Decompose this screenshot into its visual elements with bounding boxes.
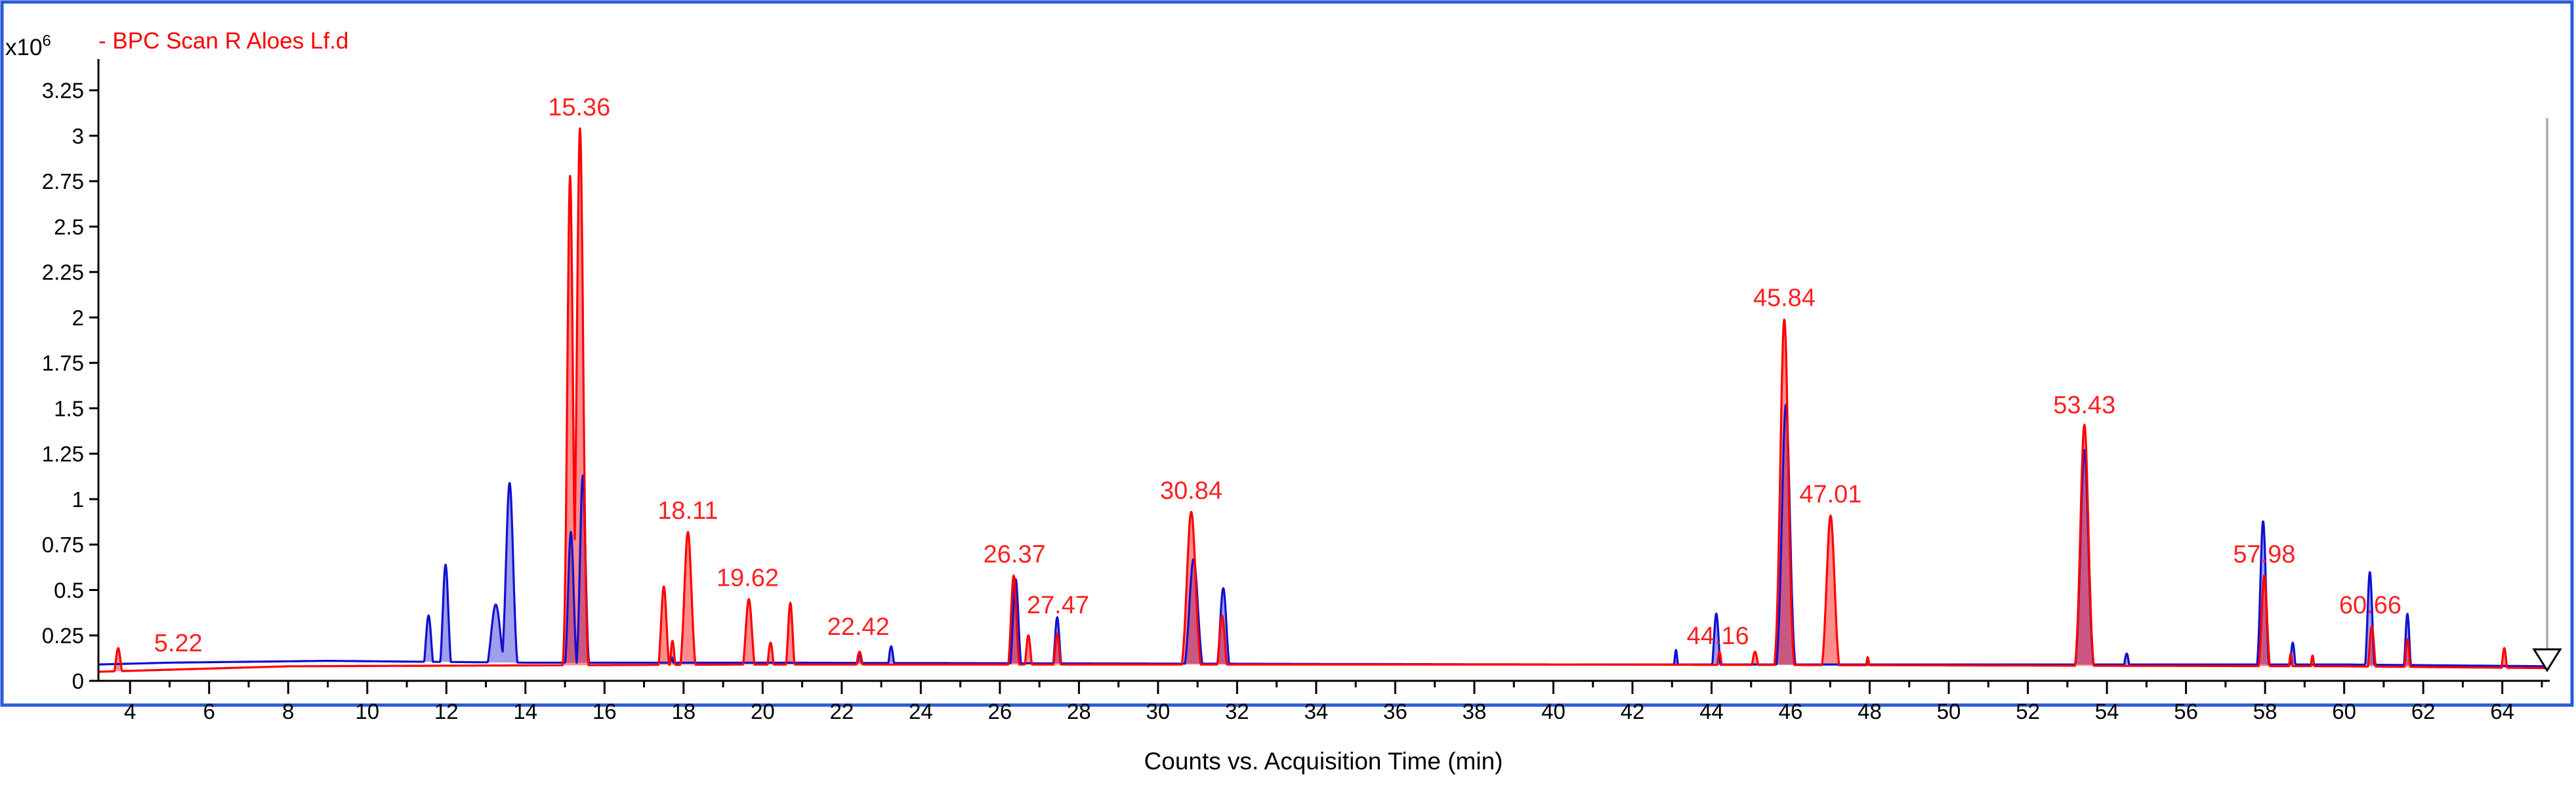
- x-tick-label: 64: [2490, 699, 2514, 723]
- series-0-area: [115, 128, 2507, 672]
- x-tick-label: 12: [434, 699, 459, 723]
- peak-labels: 5.22 15.36 18.11 19.62 22.42 26.37 27.47 30.84 4…: [154, 94, 2401, 657]
- chart-frame: [0, 0, 2574, 707]
- x-tick-label: 10: [355, 699, 379, 723]
- x-tick-label: 56: [2174, 699, 2198, 723]
- peak-label: 44.16: [1687, 622, 1749, 650]
- y-tick-label: 3: [72, 124, 84, 148]
- x-tick-label: 48: [1858, 699, 1882, 723]
- x-tick-label: 18: [671, 699, 696, 723]
- y-tick-label: 0.25: [42, 624, 84, 648]
- y-axis: 0 0.25 0.5 0.75 1 1.25 1.5 1.75 2 2.25 2.5 2.75 3 3.2…: [42, 59, 100, 693]
- y-tick-label: 1.5: [54, 396, 84, 420]
- peak-label: 57.98: [2233, 540, 2295, 568]
- peak-label: 60.66: [2339, 592, 2401, 619]
- x-tick-label: 24: [909, 699, 933, 723]
- x-tick-label: 28: [1067, 699, 1091, 723]
- peak-label: 22.42: [827, 613, 890, 641]
- x-tick-label: 30: [1146, 699, 1171, 723]
- y-tick-label: 0: [72, 669, 84, 693]
- x-tick-label: 16: [592, 699, 617, 723]
- x-tick-label: 50: [1937, 699, 1961, 723]
- peak-label: 15.36: [548, 94, 610, 121]
- x-axis: 4 6 8 10 12 14 16 18 20 22 24 26 28 30 32 34 36 38 40 42 44 4…: [98, 680, 2550, 723]
- legend-text: - BPC Scan R Aloes Lf.d: [98, 28, 348, 54]
- peak-label: 19.62: [717, 564, 779, 592]
- peak-label: 27.47: [1027, 592, 1089, 619]
- x-tick-label: 36: [1383, 699, 1407, 723]
- x-tick-label: 20: [751, 699, 775, 723]
- peak-label: 47.01: [1799, 481, 1861, 508]
- peak-label: 5.22: [154, 630, 203, 657]
- peak-label: 53.43: [2053, 392, 2115, 419]
- x-tick-label: 46: [1779, 699, 1803, 723]
- x-tick-label: 26: [988, 699, 1012, 723]
- x-tick-label: 54: [2095, 699, 2119, 723]
- x-tick-label: 34: [1304, 699, 1329, 723]
- y-tick-label: 1: [72, 487, 84, 512]
- peak-label: 30.84: [1160, 477, 1222, 504]
- series-1-line: [98, 403, 2550, 668]
- y-tick-label: 2.25: [42, 260, 84, 285]
- peak-label: 45.84: [1753, 285, 1816, 312]
- y-tick-label: 0.75: [42, 533, 84, 557]
- peak-label: 26.37: [984, 540, 1046, 568]
- y-tick-label: 2.5: [54, 214, 84, 239]
- scroll-marker-icon[interactable]: [2532, 648, 2562, 672]
- series-1-area: [425, 405, 2411, 665]
- x-tick-label: 52: [2016, 699, 2040, 723]
- x-tick-label: 22: [829, 699, 854, 723]
- y-tick-label: 1.75: [42, 351, 84, 375]
- x-axis-title: Counts vs. Acquisition Time (min): [1144, 748, 1503, 775]
- x-tick-label: 4: [124, 699, 136, 723]
- series-0-line: [98, 127, 2550, 673]
- plot-area: [98, 127, 2550, 673]
- x-tick-label: 14: [513, 699, 537, 723]
- x-tick-label: 8: [282, 699, 294, 723]
- x-tick-label: 42: [1621, 699, 1645, 723]
- y-tick-label: 3.25: [42, 79, 84, 103]
- y-tick-label: 1.25: [42, 442, 84, 466]
- multiplier-label: x106: [5, 32, 51, 60]
- y-tick-label: 0.5: [54, 578, 84, 602]
- x-tick-label: 60: [2332, 699, 2356, 723]
- peak-label: 18.11: [657, 497, 718, 525]
- x-tick-label: 6: [203, 699, 215, 723]
- x-tick-label: 32: [1225, 699, 1249, 723]
- x-tick-label: 38: [1463, 699, 1487, 723]
- y-tick-label: 2.75: [42, 169, 84, 193]
- x-tick-label: 62: [2411, 699, 2436, 723]
- y-tick-label: 2: [72, 306, 84, 330]
- x-tick-label: 40: [1541, 699, 1566, 723]
- x-tick-label: 44: [1699, 699, 1724, 723]
- x-tick-label: 58: [2253, 699, 2277, 723]
